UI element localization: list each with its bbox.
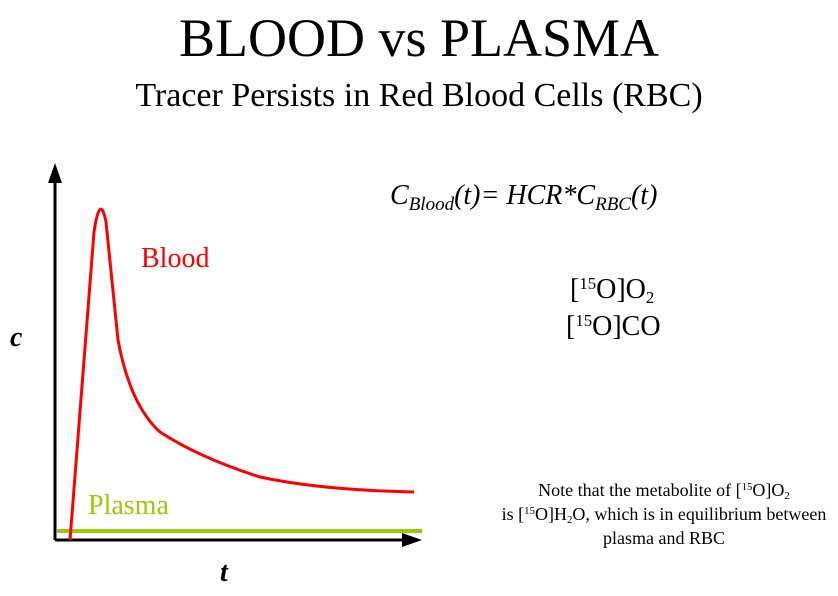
tracer-o2-mass: 15	[579, 273, 597, 293]
note-sup-1: 15	[741, 481, 753, 494]
tracer-co-open: [	[566, 311, 576, 342]
plasma-curve-label: Plasma	[88, 490, 169, 521]
page-subtitle: Tracer Persists in Red Blood Cells (RBC)	[135, 77, 703, 114]
note-sup-2: 15	[524, 505, 535, 518]
equation-arg1: (t)	[454, 180, 481, 211]
tracer-o2-open: [	[570, 274, 580, 305]
note-part-2: O]O	[752, 480, 785, 500]
blood-curve	[68, 207, 415, 541]
equation-equals: = HCR*C	[480, 180, 596, 211]
y-axis-arrowhead	[48, 163, 62, 183]
tracer-co-name: O]CO	[592, 311, 661, 342]
x-axis-label: t	[220, 557, 228, 588]
tracer-o2-subscript: 2	[645, 288, 655, 308]
tracer-carbon-monoxide: [15O]CO	[566, 311, 661, 343]
y-axis-label: c	[10, 322, 23, 353]
x-axis-arrowhead	[402, 533, 422, 547]
note-part-1: Note that the metabolite of [	[538, 480, 742, 500]
metabolite-note: Note that the metabolite of [15O]O2 is [1…	[494, 478, 834, 550]
note-sub-1: 2	[784, 490, 790, 503]
note-part-4: O]H	[534, 504, 567, 524]
equation-rhs-subscript: RBC	[595, 194, 631, 215]
page-title: BLOOD vs PLASMA	[178, 8, 660, 68]
equation-lhs: C	[390, 180, 409, 211]
blood-rbc-equation: CBlood(t)= HCR*CRBC(t)	[390, 180, 657, 216]
tracer-o2-name: O]O	[596, 274, 646, 305]
note-sub-2: 2	[566, 514, 573, 527]
blood-curve-label: Blood	[141, 243, 210, 274]
tracer-co-mass: 15	[575, 310, 593, 330]
equation-lhs-subscript: Blood	[408, 194, 455, 215]
note-part-5: O, which is in equilibrium between plasm…	[572, 504, 827, 548]
equation-arg2: (t)	[630, 180, 658, 211]
tracer-oxygen: [15O]O2	[570, 274, 654, 306]
note-part-3: is [	[501, 504, 525, 524]
